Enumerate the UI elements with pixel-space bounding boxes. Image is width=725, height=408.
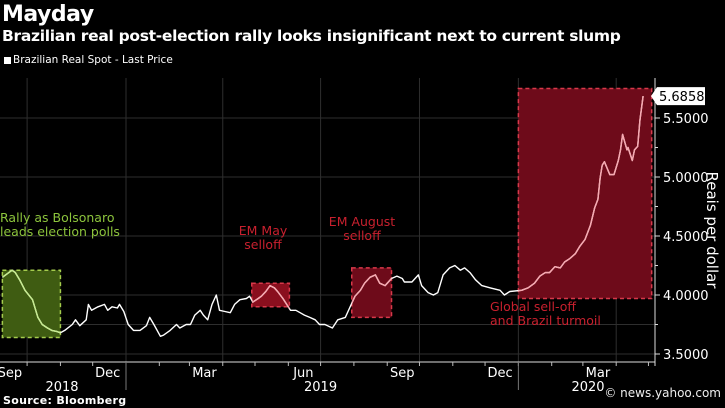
annotation-label: selloff <box>244 237 282 252</box>
year-label: 2018 <box>45 380 78 395</box>
y-tick-label: 3.5000 <box>663 348 709 363</box>
series-lines <box>1 96 644 337</box>
x-tick-label: Sep <box>390 366 415 381</box>
x-tick-label: Mar <box>586 366 611 381</box>
chart-title: Mayday <box>2 2 94 27</box>
x-tick-label: Jun <box>292 366 313 381</box>
annotation-boxes <box>1 87 653 339</box>
annotation-label: Global sell-off <box>490 299 576 314</box>
x-tick-label: Dec <box>488 366 513 381</box>
annotation-box <box>517 87 653 300</box>
year-label: 2020 <box>571 380 604 395</box>
last-value-badge <box>651 87 705 106</box>
series-line-highlight <box>518 96 644 292</box>
annotation-label: leads election polls <box>0 224 120 239</box>
x-tick-label: Mar <box>192 366 217 381</box>
x-tick-label: Sep <box>0 366 22 381</box>
legend-swatch <box>4 56 11 64</box>
legend: Brazilian Real Spot - Last Price <box>4 54 173 66</box>
annotation-box <box>1 269 62 339</box>
annotation-label: EM May <box>239 223 288 238</box>
y-axis-title: Reais per dollar <box>703 172 721 290</box>
axes: 3.5000 4.0000 4.5000 5.0000 5.5000 Reais per … <box>0 78 721 395</box>
annotation-label: and Brazil turmoil <box>490 313 601 328</box>
x-tick-label: Dec <box>95 366 120 381</box>
legend-label: Brazilian Real Spot - Last Price <box>13 54 173 66</box>
annotation-label: selloff <box>343 228 381 243</box>
chart-subtitle: Brazilian real post-election rally looks… <box>2 27 621 45</box>
watermark-credit: © news.yahoo.com <box>604 386 721 400</box>
annotation-label: Rally as Bolsonaro <box>0 210 114 225</box>
y-tick-label: 4.5000 <box>663 230 709 245</box>
last-value-label: 5.6858 <box>659 90 705 105</box>
y-tick-label: 5.5000 <box>663 112 709 127</box>
annotation-label: EM August <box>329 214 395 229</box>
y-tick-label: 5.0000 <box>663 171 709 186</box>
annotation-box <box>251 282 291 308</box>
year-label: 2019 <box>304 380 337 395</box>
y-tick-label: 4.0000 <box>663 289 709 304</box>
source-note: Source: Bloomberg <box>3 394 127 407</box>
